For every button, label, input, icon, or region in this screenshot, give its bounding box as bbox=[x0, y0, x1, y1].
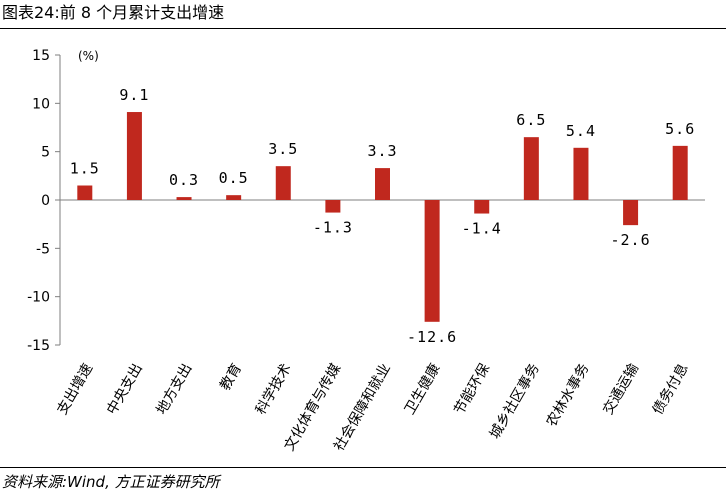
value-label: -12.6 bbox=[407, 328, 457, 346]
bar bbox=[573, 147, 589, 200]
value-label: 0.3 bbox=[169, 171, 199, 189]
bar bbox=[77, 185, 93, 200]
category-label: 农林水事务 bbox=[544, 361, 593, 430]
value-label: 5.6 bbox=[665, 120, 695, 138]
y-tick-label: -15 bbox=[27, 338, 50, 354]
value-label: 1.5 bbox=[70, 160, 100, 178]
bar bbox=[275, 166, 291, 200]
value-label: -1.3 bbox=[313, 219, 353, 237]
y-tick-label: 15 bbox=[32, 48, 50, 64]
y-tick-label: -5 bbox=[36, 241, 50, 257]
y-tick-label: 5 bbox=[41, 145, 50, 161]
source-note: 资料来源:Wind, 方正证券研究所 bbox=[2, 473, 220, 491]
bar bbox=[523, 137, 539, 200]
category-label: 科学技术 bbox=[253, 361, 295, 417]
category-label: 债务付息 bbox=[649, 361, 692, 418]
bottom-rule bbox=[0, 467, 726, 468]
category-label: 中央支出 bbox=[104, 361, 146, 417]
value-label: -2.6 bbox=[611, 231, 651, 249]
bar bbox=[375, 168, 390, 200]
category-label: 支出增速 bbox=[54, 361, 96, 417]
bar bbox=[325, 200, 341, 213]
y-tick-label: 10 bbox=[32, 96, 50, 112]
chart-title: 图表24:前 8 个月累计支出增速 bbox=[2, 3, 225, 22]
bar-chart: 15 10 5 0 -5 -10 -15 (%) 1.5 支出增速 9.1 中央支出 0.3 地方支出 0.… bbox=[27, 48, 705, 454]
category-label: 城乡社区事务 bbox=[487, 361, 543, 442]
value-label: -1.4 bbox=[462, 220, 502, 238]
category-label: 交通运输 bbox=[599, 361, 642, 418]
value-label: 3.3 bbox=[367, 142, 397, 160]
top-rule bbox=[0, 28, 726, 29]
category-label: 卫生健康 bbox=[401, 361, 444, 418]
value-label: 6.5 bbox=[516, 111, 546, 129]
y-unit-label: (%) bbox=[78, 49, 99, 63]
bar bbox=[474, 200, 490, 214]
category-label: 教育 bbox=[217, 361, 245, 393]
bar bbox=[424, 200, 440, 322]
y-tick-label: 0 bbox=[41, 193, 50, 209]
y-tick-label: -10 bbox=[27, 290, 50, 306]
bar bbox=[226, 195, 242, 200]
bar bbox=[176, 197, 192, 200]
bar bbox=[623, 200, 639, 226]
value-label: 3.5 bbox=[268, 140, 298, 158]
category-label: 地方支出 bbox=[154, 361, 196, 417]
value-label: 5.4 bbox=[566, 122, 596, 140]
value-label: 0.5 bbox=[219, 169, 249, 187]
bar bbox=[126, 112, 142, 200]
category-label: 节能环保 bbox=[451, 361, 493, 417]
value-label: 9.1 bbox=[119, 86, 149, 104]
bar bbox=[672, 145, 688, 200]
